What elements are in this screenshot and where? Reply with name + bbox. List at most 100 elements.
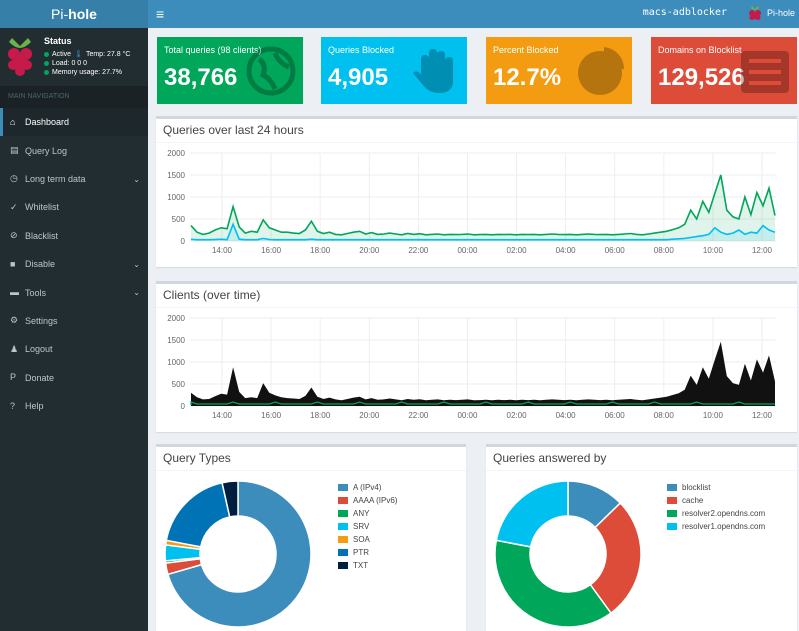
y-tick-label: 2000 [167,314,185,323]
queries-24h-title: Queries over last 24 hours [156,119,797,143]
status-title: Status [44,36,72,46]
menu-toggle-icon[interactable]: ≡ [156,6,165,22]
legend-item[interactable]: cache [667,494,765,507]
y-tick-label: 1000 [167,358,185,367]
raspberry-pi-logo-icon [8,38,32,76]
sidebar-item-logout[interactable]: ♟ Logout [0,335,148,363]
legend-item[interactable]: SOA [338,533,397,546]
logo-text-bold: hole [68,6,97,22]
info-box-label: Domains on Blocklist [658,45,742,55]
info-box-total-queries: Total queries (98 clients) 38,766 [157,37,303,104]
pie-slice[interactable] [221,480,239,518]
status-panel: Status Active 🌡 Temp: 27.8 °C Load: 0 0 … [0,28,148,86]
legend-label: resolver2.opendns.com [682,509,766,518]
x-tick-label: 06:00 [605,246,626,255]
x-tick-label: 18:00 [310,411,331,420]
x-tick-label: 10:00 [703,411,724,420]
pie-slice[interactable] [494,539,612,628]
x-tick-label: 08:00 [654,411,675,420]
pie-chart-icon [578,47,625,95]
sidebar: Status Active 🌡 Temp: 27.8 °C Load: 0 0 … [0,28,148,631]
series-line [190,174,776,236]
paypal-icon: P [10,372,17,383]
x-tick-label: 12:00 [752,411,773,420]
sidebar-item-label: Help [25,401,44,412]
app-logo[interactable]: Pi-hole [0,0,148,28]
y-tick-label: 500 [172,380,186,389]
x-tick-label: 02:00 [507,411,528,420]
user-times-icon: ♟ [10,343,19,354]
legend-item[interactable]: ANY [338,507,397,520]
sidebar-item-disable[interactable]: ■ Disable ⌄ [0,250,148,278]
legend-item[interactable]: TXT [338,559,397,572]
x-tick-label: 16:00 [261,246,282,255]
legend-swatch [667,523,677,530]
query-types-title: Query Types [156,447,466,471]
sidebar-item-long-term-data[interactable]: ◷ Long term data ⌄ [0,165,148,193]
x-tick-label: 06:00 [605,411,626,420]
legend-swatch [667,484,677,491]
sidebar-item-query-log[interactable]: ▤ Query Log [0,136,148,164]
status-temp: Temp: 27.8 °C [85,51,131,58]
sidebar-item-help[interactable]: ? Help [0,392,148,420]
memory-dot-icon [44,70,49,75]
legend-swatch [338,562,348,569]
legend-item[interactable]: blocklist [667,481,765,494]
sidebar-item-donate[interactable]: P Donate [0,364,148,392]
globe-icon [246,46,296,96]
pie-slice[interactable] [589,501,642,615]
raspberry-icon [748,6,761,20]
status-load-line: Load: 0 0 0 [44,59,148,68]
info-box-queries-blocked: Queries Blocked 4,905 [321,37,467,104]
x-tick-label: 22:00 [408,246,429,255]
x-tick-label: 02:00 [507,246,528,255]
x-tick-label: 00:00 [457,411,478,420]
user-menu[interactable]: Pi-hole [747,4,795,22]
gears-icon: ⚙ [10,315,19,326]
query-types-box: Query Types A (IPv4) AAAA (IPv6) ANY SRV SOA… [156,444,466,631]
sidebar-item-label: Settings [25,315,58,326]
top-navbar: ≡ macs-adblocker Pi-hole [148,0,799,28]
clients-chart: 0 500 1000 1500 2000 14:00 16:00 18:00 20:00 22:0… [167,314,776,420]
queries-24h-chart: 0 500 1000 1500 2000 14:00 16:00 18:00 20:00 22:0… [167,149,776,255]
pie-slice[interactable] [495,480,569,548]
folder-icon: ▬ [10,287,19,298]
status-memory: Memory usage: 27.7% [52,69,123,76]
y-tick-label: 2000 [167,149,185,158]
legend-item[interactable]: PTR [338,546,397,559]
thermometer-icon: 🌡 [74,51,83,58]
sidebar-item-settings[interactable]: ⚙ Settings [0,307,148,335]
legend-item[interactable]: A (IPv4) [338,481,397,494]
sidebar-item-label: Disable [25,259,56,270]
legend-item[interactable]: resolver1.opendns.com [667,520,765,533]
load-dot-icon [44,61,49,66]
x-tick-label: 20:00 [359,246,380,255]
sidebar-item-whitelist[interactable]: ✓ Whitelist [0,193,148,221]
hostname: macs-adblocker [642,7,727,18]
check-circle-icon: ✓ [10,201,18,212]
sidebar-item-label: Logout [25,344,53,355]
sidebar-item-dashboard[interactable]: ⌂ Dashboard [0,108,148,137]
pie-slice[interactable] [165,481,231,548]
info-box-value: 4,905 [328,64,389,91]
sidebar-item-blacklist[interactable]: ⊘ Blacklist [0,222,148,250]
queries-24h-box: Queries over last 24 hours 0 500 1000 1500 2… [156,116,797,267]
status-memory-line: Memory usage: 27.7% [44,68,148,77]
status-load: Load: 0 0 0 [52,60,88,67]
x-tick-label: 00:00 [457,246,478,255]
sidebar-item-tools[interactable]: ▬ Tools ⌄ [0,278,148,306]
info-box-label: Percent Blocked [493,45,559,55]
legend-item[interactable]: SRV [338,520,397,533]
x-tick-label: 14:00 [212,411,233,420]
legend-item[interactable]: resolver2.opendns.com [667,507,765,520]
pie-slice[interactable] [166,480,312,628]
logo-text-light: Pi- [51,6,69,22]
info-box-label: Total queries (98 clients) [164,45,262,55]
series-area [191,341,775,406]
info-box-percent-blocked: Percent Blocked 12.7% [486,37,632,104]
legend-item[interactable]: AAAA (IPv6) [338,494,397,507]
x-tick-label: 04:00 [556,411,577,420]
answered-by-pie [494,480,642,628]
y-tick-label: 0 [181,402,186,411]
hand-icon [413,49,453,93]
